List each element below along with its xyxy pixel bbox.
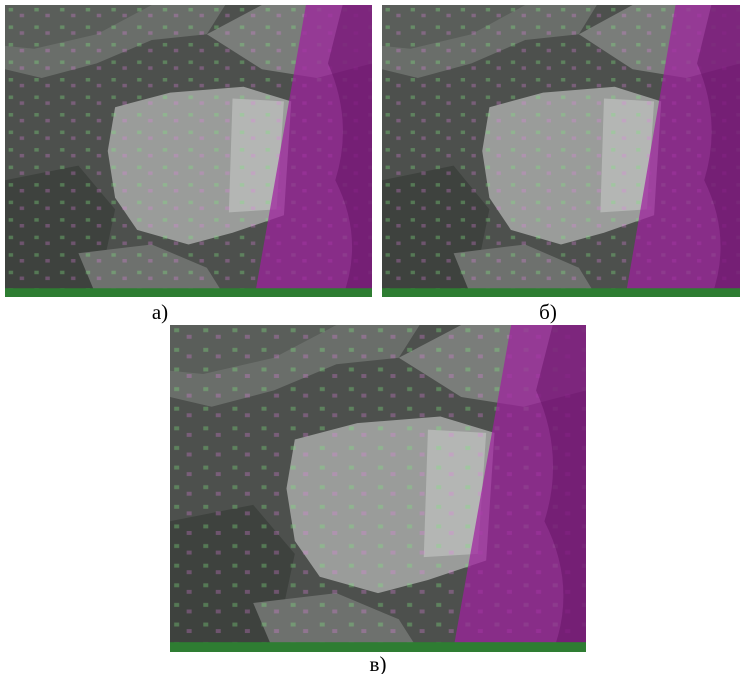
panel-image [382, 5, 740, 297]
panel-image [5, 5, 372, 297]
panel-label: в) [348, 652, 408, 674]
panel-image [170, 325, 586, 652]
figure: а) б) в) [0, 0, 742, 674]
panel-label: б) [518, 300, 578, 325]
panel-label: а) [130, 300, 190, 325]
